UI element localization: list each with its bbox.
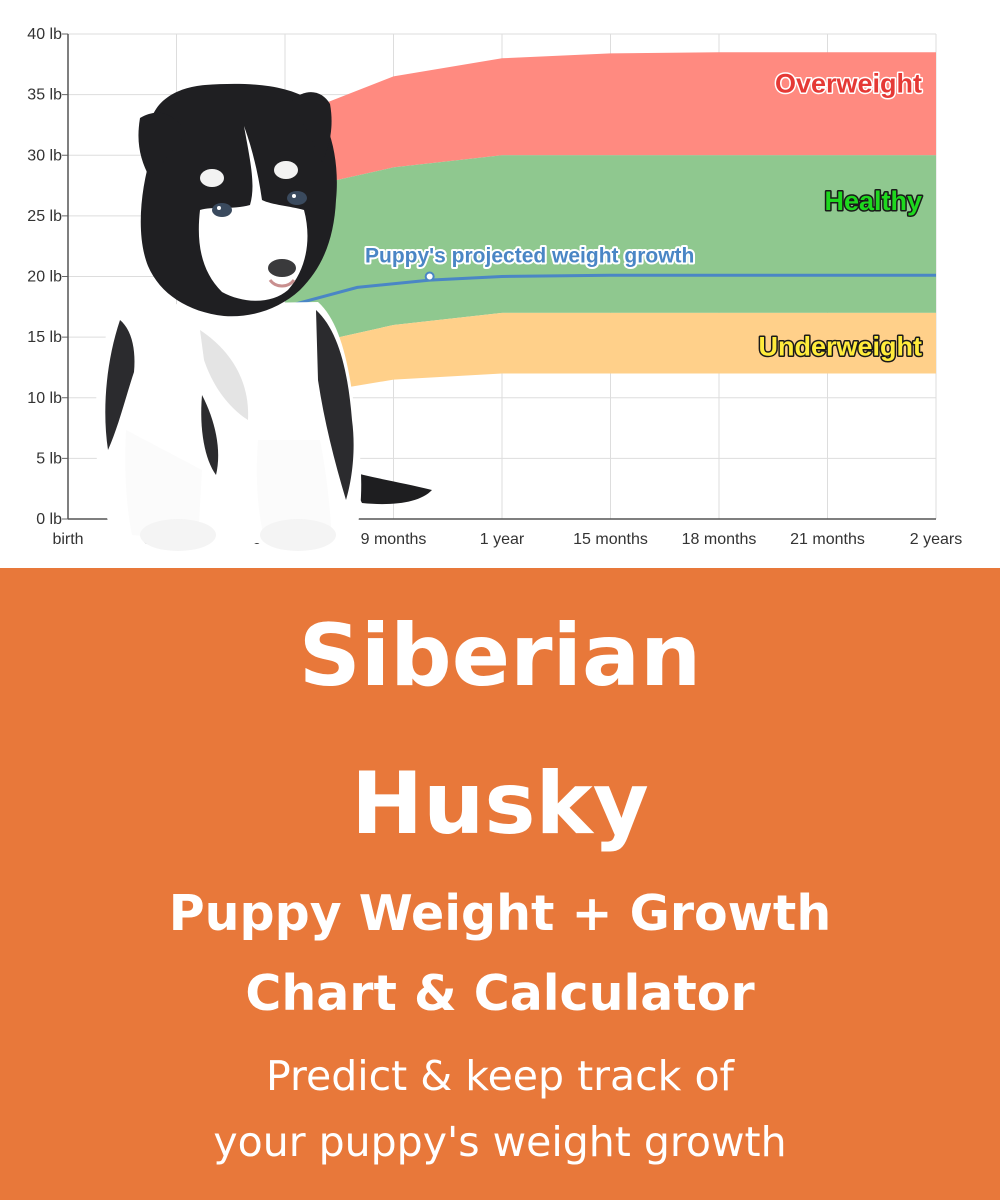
series-label: Puppy's projected weight growth [365,245,694,268]
x-tick-label: 2 years [910,531,962,548]
x-tick-label: 15 months [573,531,648,548]
breed-name-line1: Siberian [298,606,702,706]
puppy-right-paw [260,519,336,551]
y-tick-label: 30 lb [27,147,62,164]
puppy-right-brow [274,161,298,179]
title-banner: Siberian Husky Puppy Weight + Growth Cha… [0,568,1000,1200]
x-tick-label: birth [52,531,83,548]
puppy-nose [268,259,296,277]
chart-labels: Overweight Healthy Underweight Puppy's proj… [363,67,924,363]
puppy-left-leg [125,430,202,541]
puppy-right-leg [256,440,332,540]
tagline-line1: Predict & keep track of [266,1052,734,1100]
y-tick-label: 15 lb [27,329,62,346]
x-tick-label: 18 months [682,531,757,548]
band-label-healthy: Healthy [824,186,922,216]
y-tick-label: 25 lb [27,208,62,225]
puppy-left-side-mark [105,320,135,450]
puppy-left-paw [140,519,216,551]
puppy-left-leg-mark [201,395,219,475]
y-tick-label: 20 lb [27,269,62,286]
y-tick-label: 40 lb [27,26,62,43]
y-tick-label: 5 lb [36,450,62,467]
puppy-tail [345,470,432,505]
band-underweight [285,312,936,398]
band-label-underweight: Underweight [758,332,922,362]
puppy-mouth [268,278,296,288]
puppy-left-eye-shine [217,206,221,210]
series-line [284,273,936,309]
puppy-right-ear [292,92,332,162]
growth-series [284,271,936,309]
husky-puppy-image [95,83,432,551]
tagline-line2: your puppy's weight growth [213,1118,787,1166]
band-healthy [285,155,936,350]
series-point [424,271,435,282]
x-tick-label: 9 months [361,531,427,548]
y-tick-label: 0 lb [36,511,62,528]
puppy-right-eye [287,191,307,205]
band-overweight [285,52,936,192]
y-tick-label: 35 lb [27,87,62,104]
weight-bands [285,52,936,398]
subtitle-line2: Chart & Calculator [245,965,755,1022]
band-label-overweight: Overweight [775,69,922,99]
x-tick-label: 21 months [790,531,865,548]
subtitle-line1: Puppy Weight + Growth [168,885,832,942]
puppy-left-brow [200,169,224,187]
puppy-right-side-mark [316,310,354,500]
puppy-left-ear [138,112,186,178]
x-tick-label: 1 year [480,531,525,548]
puppy-left-eye [212,203,232,217]
puppy-face-mask [198,126,308,301]
y-tick-label: 10 lb [27,390,62,407]
breed-name-line2: Husky [351,754,649,854]
puppy-chest-shadow [200,330,249,420]
puppy-right-eye-shine [292,194,296,198]
